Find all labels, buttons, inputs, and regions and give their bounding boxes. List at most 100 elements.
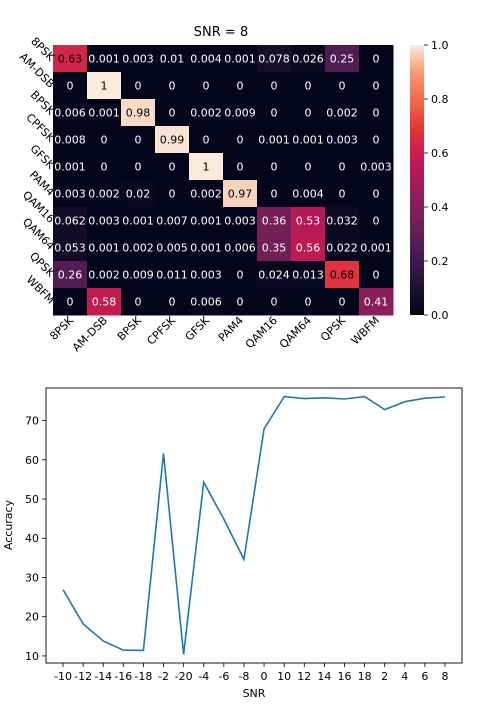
heatmap-cell	[359, 261, 394, 289]
heatmap-cell	[87, 99, 122, 127]
heatmap-cell	[325, 99, 360, 127]
colorbar-tick-label: 0.6	[431, 147, 449, 160]
heatmap-cell-label: 0.002	[122, 242, 154, 255]
y-tick-label: 50	[25, 493, 39, 506]
heatmap-cell	[359, 99, 394, 127]
heatmap-cell	[223, 45, 258, 73]
heatmap-cell	[155, 234, 190, 262]
heatmap-cell	[53, 234, 88, 262]
heatmap-cell	[155, 207, 190, 235]
heatmap-cell	[223, 72, 258, 100]
heatmap-cell	[53, 288, 88, 316]
heatmap-cell-label: 0.078	[258, 53, 290, 66]
heatmap-row-label: WBFM	[24, 273, 57, 306]
heatmap-cell-label: 0	[169, 161, 176, 174]
heatmap-cell	[121, 153, 156, 181]
heatmap-cell-label: 0	[373, 107, 380, 120]
heatmap-cell-label: 0	[271, 80, 278, 93]
heatmap-cell-label: 0	[373, 215, 380, 228]
heatmap-cell	[121, 45, 156, 73]
heatmap-cell	[87, 261, 122, 289]
heatmap-cell-label: 0.02	[126, 188, 151, 201]
heatmap-cell-label: 0	[271, 107, 278, 120]
heatmap-cell-label: 0.001	[54, 161, 86, 174]
heatmap-cell	[291, 288, 326, 316]
heatmap-cell	[291, 261, 326, 289]
heatmap-cell-label: 0	[135, 134, 142, 147]
x-tick-label: 10	[277, 670, 291, 683]
heatmap-row-label: CPFSK	[23, 111, 57, 145]
heatmap-cell-label: 0.009	[224, 107, 256, 120]
heatmap-cell-label: 0.41	[364, 296, 389, 309]
heatmap-cell	[121, 99, 156, 127]
heatmap-cell	[121, 288, 156, 316]
heatmap-col-label: PAM4	[216, 314, 246, 344]
heatmap-cell-label: 0.25	[330, 53, 355, 66]
colorbar-tick-label: 0.4	[431, 201, 449, 214]
heatmap-cell	[121, 234, 156, 262]
accuracy-series-line	[62, 395, 446, 655]
heatmap-cell-label: 0.001	[190, 215, 222, 228]
heatmap-cell	[291, 207, 326, 235]
heatmap-cell	[223, 207, 258, 235]
heatmap-cell	[121, 72, 156, 100]
heatmap-col-label: CPFSK	[144, 313, 178, 347]
heatmap-cell-label: 0.003	[88, 215, 120, 228]
heatmap-col-label: QAM64	[277, 314, 314, 351]
heatmap-cell-label: 0.97	[228, 188, 253, 201]
heatmap-cell	[359, 180, 394, 208]
y-tick-label: 60	[25, 454, 39, 467]
heatmap-cell-label: 0	[169, 296, 176, 309]
heatmap-cell-label: 0.007	[156, 215, 188, 228]
heatmap-cell	[53, 72, 88, 100]
heatmap-cell	[189, 288, 224, 316]
heatmap-cell-label: 0	[135, 80, 142, 93]
heatmap-cell	[155, 72, 190, 100]
heatmap-col-label: QPSK	[318, 313, 349, 344]
heatmap-cell-label: 0.56	[296, 242, 321, 255]
heatmap-cell-label: 0	[373, 188, 380, 201]
heatmap-cell	[155, 99, 190, 127]
x-tick-label: -12	[74, 670, 92, 683]
heatmap-col-label: GFSK	[183, 313, 213, 343]
heatmap-cell	[189, 72, 224, 100]
heatmap-cell	[121, 261, 156, 289]
heatmap-cell	[121, 207, 156, 235]
heatmap-cell-label: 0.062	[54, 215, 86, 228]
heatmap-cell-label: 0	[237, 296, 244, 309]
heatmap-cell-label: 0.001	[88, 242, 120, 255]
heatmap-col-label: QAM16	[243, 314, 280, 351]
heatmap-cell-label: 0	[305, 80, 312, 93]
colorbar-gradient	[410, 45, 424, 315]
heatmap-cell	[359, 288, 394, 316]
heatmap-cell	[291, 234, 326, 262]
heatmap-cell	[87, 180, 122, 208]
heatmap-cell	[359, 72, 394, 100]
heatmap-cell-label: 0.001	[122, 215, 154, 228]
heatmap-cell-label: 0	[339, 296, 346, 309]
heatmap-cell-label: 0	[237, 269, 244, 282]
heatmap-cell	[359, 207, 394, 235]
heatmap-cell-label: 0.002	[88, 188, 120, 201]
heatmap-cell	[257, 261, 292, 289]
heatmap-cell-label: 0.004	[292, 188, 324, 201]
colorbar-tick-label: 0.0	[431, 309, 449, 322]
x-tick-label: -14	[94, 670, 112, 683]
heatmap-title: SNR = 8	[194, 25, 248, 40]
heatmap-cell	[257, 180, 292, 208]
heatmap-cell-label: 0.002	[190, 188, 222, 201]
colorbar-tick-label: 0.8	[431, 93, 449, 106]
heatmap-cell-label: 0	[237, 80, 244, 93]
line-chart-x-ticks: -10 -12 -14 -16 -18 -2 -20 -4 -6 -8 0 10 12 14 16 18 2 4 6…	[54, 663, 449, 683]
heatmap-cell	[53, 126, 88, 154]
heatmap-cell	[121, 126, 156, 154]
y-tick-label: 10	[25, 650, 39, 663]
x-tick-label: 16	[337, 670, 351, 683]
heatmap-cell-label: 0.001	[224, 53, 256, 66]
heatmap-cell	[53, 99, 88, 127]
heatmap-cell-label: 0.001	[190, 242, 222, 255]
heatmap-cell-label: 1	[203, 161, 210, 174]
x-tick-label: -18	[134, 670, 152, 683]
heatmap-cell	[87, 45, 122, 73]
line-chart-x-label: SNR	[243, 687, 266, 700]
